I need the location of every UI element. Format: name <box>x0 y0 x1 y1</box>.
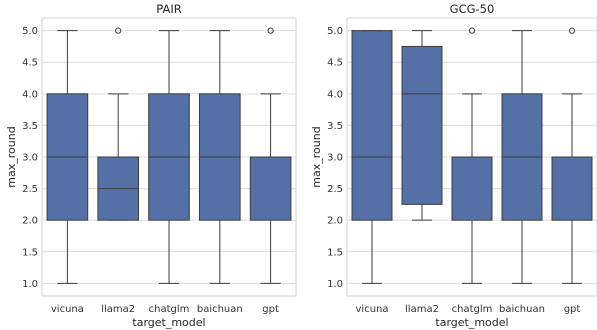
y-tick-label: 2.0 <box>327 216 343 227</box>
y-tick-label: 2.5 <box>327 184 343 195</box>
chart-title: GCG-50 <box>450 2 495 16</box>
box-chatglm <box>451 156 493 221</box>
y-tick-label: 4.5 <box>327 58 343 69</box>
x-tick-label: vicuna <box>356 304 389 315</box>
box-llama2 <box>401 45 443 205</box>
y-tick-label: 3.5 <box>22 121 38 132</box>
y-tick-label: 4.0 <box>327 89 343 100</box>
y-tick-label: 3.0 <box>22 153 38 164</box>
y-tick-label: 1.5 <box>22 247 38 258</box>
y-tick-label: 1.0 <box>22 279 38 290</box>
x-tick-label: vicuna <box>51 304 84 315</box>
y-axis-label: max_round <box>5 126 18 187</box>
x-tick-label: chatglm <box>452 304 493 315</box>
y-tick-label: 3.5 <box>327 121 343 132</box>
x-tick-label: gpt <box>564 304 581 315</box>
x-tick-label: baichuan <box>197 304 243 315</box>
x-tick-label: chatglm <box>149 304 190 315</box>
x-tick-label: gpt <box>262 304 279 315</box>
outlier-point <box>115 27 122 34</box>
x-tick-label: baichuan <box>499 304 545 315</box>
y-tick-label: 2.5 <box>22 184 38 195</box>
outlier-point <box>568 27 576 34</box>
y-tick-label: 4.5 <box>22 58 38 69</box>
chart-title: PAIR <box>156 2 181 16</box>
y-tick-label: 2.0 <box>22 216 38 227</box>
box-gpt <box>249 156 292 221</box>
x-axis-label: target_model <box>435 316 508 329</box>
y-tick-label: 5.0 <box>327 26 343 37</box>
x-tick-label: llama2 <box>101 304 135 315</box>
y-tick-label: 1.0 <box>327 279 343 290</box>
box-gpt <box>551 156 593 221</box>
x-tick-label: llama2 <box>405 304 439 315</box>
outlier-point <box>267 27 274 34</box>
y-tick-label: 1.5 <box>327 247 343 258</box>
y-axis-label: max_round <box>310 126 323 187</box>
y-tick-label: 5.0 <box>22 26 38 37</box>
x-axis-label: target_model <box>132 316 205 329</box>
outlier-point <box>468 27 476 34</box>
y-tick-label: 4.0 <box>22 89 38 100</box>
box-vicuna <box>351 30 393 221</box>
y-tick-label: 3.0 <box>327 153 343 164</box>
